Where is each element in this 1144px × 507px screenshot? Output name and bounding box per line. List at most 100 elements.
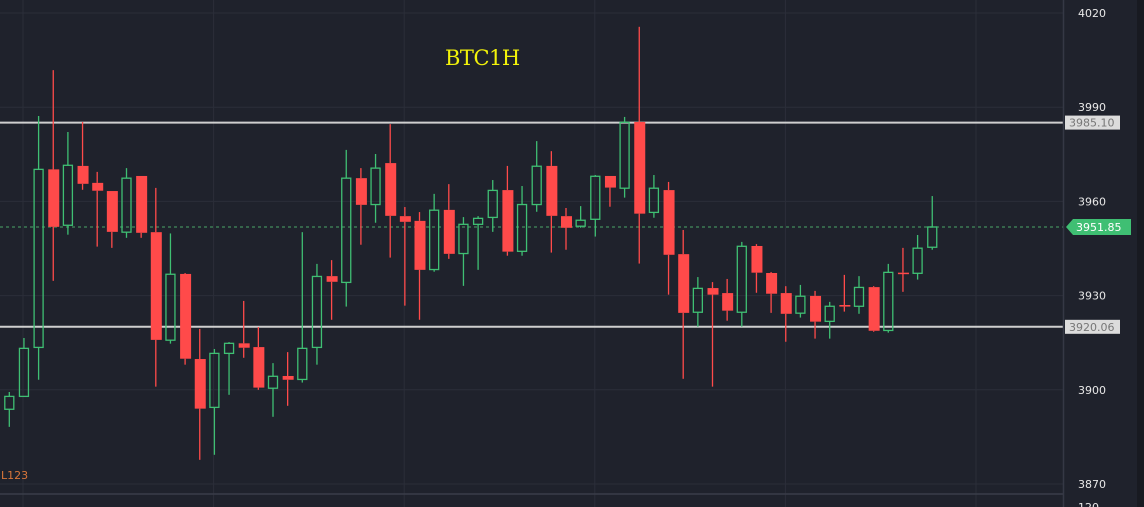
candle xyxy=(546,151,558,253)
candle-body-up xyxy=(311,275,323,349)
candle-body-down xyxy=(77,165,89,184)
candle-body-up xyxy=(341,177,352,284)
candle-body-up xyxy=(267,375,279,389)
candle xyxy=(590,175,601,237)
candle xyxy=(795,284,806,318)
candle xyxy=(326,260,338,320)
candle xyxy=(502,165,514,256)
candle-body-down xyxy=(810,295,822,322)
candle-body-down xyxy=(385,163,397,216)
candle xyxy=(180,272,192,365)
candle xyxy=(853,276,865,314)
candle-body-up xyxy=(692,287,703,313)
y-tick-label: 3960 xyxy=(1078,195,1106,208)
candle-body-down xyxy=(92,182,104,191)
candle-body-down xyxy=(839,305,851,307)
candle-body-down xyxy=(414,220,426,270)
study-label: L123 xyxy=(1,469,29,482)
candle xyxy=(561,207,572,250)
candle xyxy=(136,175,148,238)
price-axis[interactable]: 4020 3990 3960 3930 3900 3870 120 3985.10 3920.0… xyxy=(1062,0,1144,507)
candle xyxy=(458,217,469,286)
candle xyxy=(839,274,851,312)
candle-body-down xyxy=(180,273,192,359)
candle-body-up xyxy=(4,395,15,410)
candle-body-down xyxy=(326,276,338,282)
candle xyxy=(92,171,104,247)
candle-body-down xyxy=(253,347,265,388)
candle-body-down xyxy=(355,178,367,205)
candle xyxy=(766,272,778,313)
candle-body-up xyxy=(795,295,806,314)
candle-body-down xyxy=(238,343,250,348)
candle-body-down xyxy=(399,216,411,222)
last-price-tag xyxy=(1066,218,1131,235)
candle xyxy=(634,26,646,264)
candle xyxy=(355,168,367,245)
candle-body-up xyxy=(853,286,865,307)
candle xyxy=(165,233,176,344)
candle xyxy=(150,187,162,387)
candle-body-up xyxy=(516,203,528,252)
y-tick-label: 3900 xyxy=(1078,384,1106,397)
candle-body-up xyxy=(62,164,74,226)
candle-body-up xyxy=(223,342,235,355)
candle-body-up xyxy=(927,226,938,248)
candle-body-up xyxy=(590,175,601,220)
candle-body-up xyxy=(297,347,308,381)
candle-body-down xyxy=(751,245,763,273)
candle xyxy=(707,282,719,387)
candle xyxy=(414,212,426,320)
candle xyxy=(487,180,498,232)
candle xyxy=(428,193,440,272)
candle xyxy=(238,300,250,358)
candle-body-down xyxy=(502,190,514,252)
candle xyxy=(472,216,484,270)
candle xyxy=(648,175,660,218)
candle xyxy=(267,363,279,417)
grid xyxy=(0,0,1063,507)
chart-title: BTC1H xyxy=(445,46,520,70)
candle-body-down xyxy=(48,169,60,227)
candle-body-down xyxy=(722,293,734,311)
candle xyxy=(33,115,44,380)
y-tick-label: 3930 xyxy=(1078,290,1106,303)
candle-body-down xyxy=(634,121,646,214)
y-tick-label: 3870 xyxy=(1078,478,1106,491)
candles xyxy=(4,26,938,460)
candle-body-down xyxy=(678,254,690,313)
candle xyxy=(253,327,265,390)
level-price-tag xyxy=(1065,319,1120,334)
candle-body-up xyxy=(428,209,440,271)
candle-body-down xyxy=(282,375,294,380)
candle xyxy=(48,70,60,281)
candle-body-down xyxy=(707,288,719,295)
candle-body-up xyxy=(648,187,660,214)
candle xyxy=(77,121,89,190)
candle xyxy=(912,234,923,280)
level-price-label: 3985.10 xyxy=(1069,117,1115,130)
candle-body-up xyxy=(458,223,469,255)
candle xyxy=(692,277,703,327)
candle-body-up xyxy=(736,245,747,313)
candle xyxy=(678,229,690,379)
candle-body-down xyxy=(780,293,792,314)
candle xyxy=(897,247,909,292)
candle-body-down xyxy=(868,287,880,331)
y-tick-label: 4020 xyxy=(1078,7,1106,20)
candle xyxy=(443,184,455,259)
candle xyxy=(927,196,938,250)
candle-body-down xyxy=(897,272,909,275)
candle xyxy=(282,352,294,406)
candle xyxy=(297,232,308,383)
candle xyxy=(604,175,616,207)
candle-body-up xyxy=(824,305,835,322)
candle-body-up xyxy=(531,165,542,206)
candle-body-up xyxy=(912,247,923,274)
candle xyxy=(751,244,763,293)
candle-body-down xyxy=(443,209,455,254)
candle-body-down xyxy=(766,272,778,294)
candle-body-down xyxy=(106,191,118,232)
candle xyxy=(62,132,74,235)
